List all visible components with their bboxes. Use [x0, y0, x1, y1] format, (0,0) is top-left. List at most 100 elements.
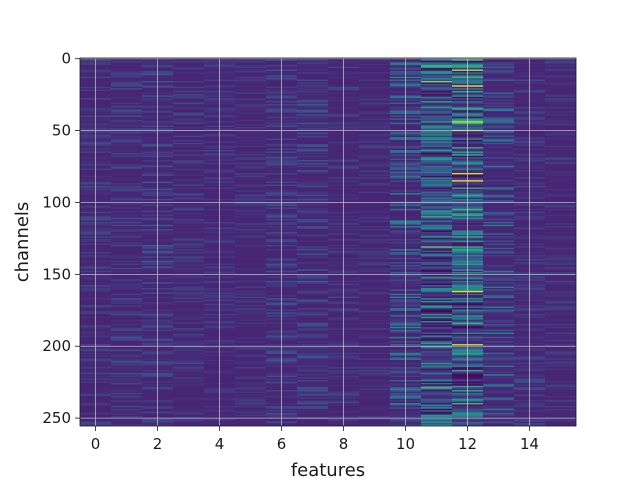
heatmap-cell: [359, 414, 391, 417]
heatmap-cell: [235, 125, 267, 128]
heatmap-cell: [421, 421, 453, 424]
heatmap-cell: [111, 269, 143, 271]
heatmap-cell: [173, 246, 205, 248]
heatmap-cell: [483, 69, 515, 72]
heatmap-cell: [111, 394, 143, 397]
heatmap-cell: [235, 137, 267, 139]
heatmap-cell: [173, 183, 205, 185]
heatmap-cell: [111, 415, 143, 418]
heatmap-cell: [173, 279, 205, 282]
heatmap-cell: [359, 313, 391, 316]
heatmap-cell: [359, 164, 391, 167]
heatmap-cell: [359, 246, 391, 248]
heatmap-cell: [173, 243, 205, 246]
heatmap-cell: [297, 384, 329, 386]
heatmap-cell: [297, 305, 329, 307]
heatmap-cell: [111, 414, 143, 417]
heatmap-cell: [421, 223, 453, 225]
heatmap-cell: [111, 162, 143, 165]
heatmap-cell: [173, 206, 205, 208]
heatmap-cell: [297, 272, 329, 274]
heatmap-cell: [359, 66, 391, 69]
heatmap-cell: [235, 144, 267, 146]
heatmap-cell: [297, 223, 329, 225]
heatmap-cell: [359, 322, 391, 325]
heatmap-cell: [111, 277, 143, 280]
heatmap-cell: [173, 78, 205, 80]
heatmap-cell: [111, 313, 143, 316]
heatmap-cell: [545, 355, 576, 358]
heatmap-cell: [359, 188, 391, 191]
heatmap-cell: [111, 362, 143, 365]
heatmap-cell: [297, 106, 329, 109]
heatmap-cell: [545, 296, 576, 299]
heatmap-cell: [111, 348, 143, 351]
heatmap-cell: [235, 165, 267, 168]
heatmap-cell: [111, 158, 143, 161]
heatmap-cell: [359, 423, 391, 425]
heatmap-cell: [359, 276, 391, 279]
heatmap-cell: [173, 316, 205, 319]
heatmap-cell: [421, 88, 453, 90]
heatmap-cell: [483, 101, 515, 103]
heatmap-cell: [359, 368, 391, 371]
heatmap-cell: [545, 132, 576, 135]
heatmap-cell: [173, 168, 205, 171]
heatmap-cell: [297, 398, 329, 401]
heatmap-cell: [359, 141, 391, 144]
heatmap-cell: [421, 167, 453, 169]
heatmap-cell: [421, 204, 453, 207]
heatmap-cell: [111, 305, 143, 307]
heatmap-cell: [359, 131, 391, 133]
heatmap-cell: [297, 227, 329, 230]
heatmap-cell: [421, 145, 453, 148]
heatmap-cell: [421, 309, 453, 312]
heatmap-cell: [173, 280, 205, 283]
heatmap-cell: [297, 139, 329, 142]
heatmap-cell: [173, 160, 205, 162]
heatmap-cell: [297, 121, 329, 123]
heatmap-cell: [359, 236, 391, 238]
heatmap-cell: [111, 116, 143, 119]
heatmap-cell: [421, 138, 453, 141]
heatmap-cell: [359, 280, 391, 283]
heatmap-cell: [483, 204, 515, 207]
heatmap-cell: [111, 60, 143, 63]
heatmap-cell: [297, 135, 329, 138]
heatmap-cell: [545, 174, 576, 177]
heatmap-cell: [111, 145, 143, 148]
heatmap-cell: [297, 210, 329, 213]
heatmap-cell: [297, 283, 329, 286]
heatmap-cell: [173, 384, 205, 386]
heatmap-cell: [359, 122, 391, 125]
heatmap-cell: [111, 253, 143, 256]
heatmap-cell: [173, 407, 205, 409]
heatmap-cell: [483, 150, 515, 152]
heatmap-cell: [421, 236, 453, 238]
heatmap-cell: [359, 346, 391, 349]
heatmap-cell: [483, 311, 515, 313]
heatmap-cell: [297, 145, 329, 148]
heatmap-cell: [359, 242, 391, 244]
heatmap-cell: [235, 227, 267, 230]
heatmap-cell: [235, 286, 267, 289]
heatmap-cell: [483, 380, 515, 382]
heatmap-cell: [111, 413, 143, 415]
heatmap-cell: [297, 183, 329, 185]
heatmap-cell: [359, 270, 391, 273]
heatmap-cell: [421, 180, 453, 182]
heatmap-cell: [545, 263, 576, 266]
heatmap-cell: [359, 167, 391, 169]
heatmap-cell: [173, 171, 205, 174]
heatmap-cell: [483, 137, 515, 139]
heatmap-cell: [421, 388, 453, 391]
heatmap-cell: [297, 369, 329, 372]
heatmap-cell: [297, 359, 329, 362]
heatmap-cell: [421, 359, 453, 362]
heatmap-cell: [421, 203, 453, 205]
heatmap-cell: [173, 283, 205, 286]
heatmap-cell: [173, 83, 205, 86]
heatmap-cell: [111, 326, 143, 329]
heatmap-cell: [421, 295, 453, 297]
heatmap-cell: [111, 395, 143, 398]
